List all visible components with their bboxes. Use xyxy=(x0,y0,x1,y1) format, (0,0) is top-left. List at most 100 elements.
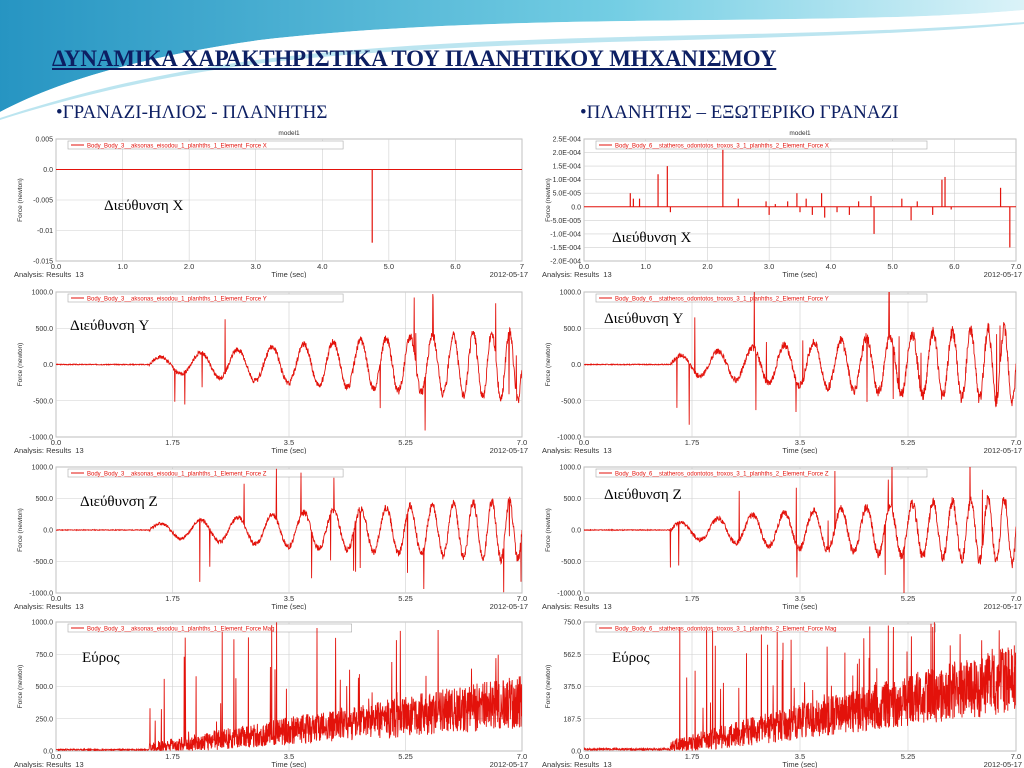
label-sun-planet-mag: Εύρος xyxy=(82,650,120,666)
label-planet-ring-y: Διεύθυνση Y xyxy=(604,311,684,327)
y-tick-label: 0.0 xyxy=(43,167,53,174)
series-trace xyxy=(584,622,1016,751)
x-tick-label: 5.25 xyxy=(901,438,916,447)
x-tick-label: 0.0 xyxy=(579,262,589,271)
label-sun-planet-x: Διεύθυνση X xyxy=(104,198,184,214)
chart-header: model1 xyxy=(278,130,300,137)
x-tick-label: 0.0 xyxy=(579,752,589,761)
legend-entry: Body_Body_6__statheros_odontotos_troxos_… xyxy=(615,144,829,150)
plot-sun-planet-force-x: model1 0.005 0.0 -0.005 -0.01 -0.015 0.0 1.0 2.0… xyxy=(12,128,530,278)
plot-sun-planet-force-mag: 1000.0 750.0 500.0 250.0 0.0 0.0 1.75 3.5 5.25 7.… xyxy=(12,611,530,768)
date-label: 2012-05-17 xyxy=(490,760,528,768)
label-sun-planet-y: Διεύθυνση Y xyxy=(70,318,150,334)
date-label: 2012-05-17 xyxy=(490,270,528,278)
plot-sun-planet-force-y: 1000.0 500.0 0.0 -500.0 -1000.0 0.0 1.75 3.5 5.2… xyxy=(12,281,530,454)
force-line xyxy=(584,467,1016,593)
y-tick-label: 0.0 xyxy=(43,528,53,535)
y-axis-label: Force (newton) xyxy=(17,508,24,552)
plot-sun-planet-force-z: 1000.0 500.0 0.0 -500.0 -1000.0 0.0 1.75 3.5 5.2… xyxy=(12,456,530,610)
legend-entry: Body_Body_3__aksonas_eisodou_1_planhths_… xyxy=(87,472,267,478)
x-axis-label: Time (sec) xyxy=(271,270,307,278)
y-tick-label: -0.015 xyxy=(33,259,53,266)
x-tick-label: 2.0 xyxy=(184,262,194,271)
y-tick-label: 750.0 xyxy=(563,620,581,627)
force-magnitude-line xyxy=(584,622,1016,751)
y-tick-label: 187.5 xyxy=(563,716,581,723)
x-tick-label: 3.5 xyxy=(284,752,294,761)
label-planet-ring-x: Διεύθυνση X xyxy=(612,230,692,246)
legend: Body_Body_3__aksonas_eisodou_1_planhths_… xyxy=(67,468,344,478)
y-tick-label: 2.0E-004 xyxy=(553,150,582,157)
y-tick-label: -1.0E-004 xyxy=(550,231,581,238)
legend: Body_Body_6__statheros_odontotos_troxos_… xyxy=(595,623,936,633)
legend: Body_Body_3__aksonas_eisodou_1_planhths_… xyxy=(67,140,344,150)
legend: Body_Body_3__aksonas_eisodou_1_planhths_… xyxy=(67,293,344,303)
x-tick-label: 7.0 xyxy=(1011,594,1021,603)
x-tick-label: 7 xyxy=(520,262,524,271)
x-axis-label: Time (sec) xyxy=(271,446,307,454)
x-tick-label: 1.75 xyxy=(685,438,700,447)
y-tick-label: -1000.0 xyxy=(29,435,53,442)
series-trace xyxy=(584,149,1016,248)
x-tick-label: 7.0 xyxy=(1011,438,1021,447)
x-tick-label: 3.0 xyxy=(250,262,260,271)
legend-entry: Body_Body_6__statheros_odontotos_troxos_… xyxy=(615,297,829,303)
legend-entry: Body_Body_3__aksonas_eisodou_1_planhths_… xyxy=(87,144,267,150)
analysis-label: Analysis: Results_13 xyxy=(542,270,612,278)
analysis-label: Analysis: Results_13 xyxy=(542,760,612,768)
y-tick-label: 250.0 xyxy=(35,716,53,723)
x-tick-label: 7.0 xyxy=(517,438,527,447)
plot-planet-ring-force-x: model1 2.5E-004 2.0E-004 1.5E-004 1.0E-004 5.… xyxy=(540,128,1024,278)
x-tick-label: 1.75 xyxy=(685,594,700,603)
date-label: 2012-05-17 xyxy=(984,760,1022,768)
x-tick-label: 3.5 xyxy=(795,752,805,761)
x-tick-label: 1.75 xyxy=(165,594,180,603)
label-sun-planet-z: Διεύθυνση Z xyxy=(80,494,158,510)
y-tick-label: 500.0 xyxy=(35,684,53,691)
y-tick-label: -1000.0 xyxy=(557,591,581,598)
y-tick-label: -500.0 xyxy=(561,559,581,566)
y-tick-label: -2.0E-004 xyxy=(550,259,581,266)
x-tick-label: 3.5 xyxy=(284,594,294,603)
y-tick-label: 0.0 xyxy=(43,362,53,369)
y-axis-label: Force (newton) xyxy=(545,665,552,709)
legend-entry: Body_Body_3__aksonas_eisodou_1_planhths_… xyxy=(87,627,274,633)
y-tick-label: 1.5E-004 xyxy=(553,164,582,171)
x-tick-label: 5.0 xyxy=(887,262,897,271)
y-axis-label: Force (newton) xyxy=(545,178,552,222)
y-tick-label: -500.0 xyxy=(33,559,53,566)
x-tick-label: 1.0 xyxy=(117,262,127,271)
plot-planet-ring-force-y: 1000.0 500.0 0.0 -500.0 -1000.0 0.0 1.75 3.5 5.2… xyxy=(540,281,1024,454)
y-tick-label: 1000.0 xyxy=(560,290,582,297)
force-magnitude-line xyxy=(56,622,522,751)
legend-entry: Body_Body_6__statheros_odontotos_troxos_… xyxy=(615,627,837,633)
y-tick-label: 1000.0 xyxy=(32,465,54,472)
legend: Body_Body_3__aksonas_eisodou_1_planhths_… xyxy=(67,623,353,633)
y-tick-label: 1.0E-004 xyxy=(553,177,582,184)
date-label: 2012-05-17 xyxy=(984,602,1022,610)
x-tick-label: 6.0 xyxy=(450,262,460,271)
x-tick-label: 1.75 xyxy=(165,752,180,761)
y-tick-label: 1000.0 xyxy=(560,465,582,472)
series-trace xyxy=(56,468,522,593)
series-trace xyxy=(56,169,522,243)
date-label: 2012-05-17 xyxy=(984,446,1022,454)
legend: Body_Body_6__statheros_odontotos_troxos_… xyxy=(595,468,928,478)
x-tick-label: 4.0 xyxy=(317,262,327,271)
slide-title: ΔΥΝΑΜΙΚΑ ΧΑΡΑΚΤΗΡΙΣΤΙΚΑ ΤΟΥ ΠΛΑΝΗΤΙΚΟΥ Μ… xyxy=(52,46,777,71)
left-column-heading: •ΓΡΑΝΑΖΙ-ΗΛΙΟΣ - ΠΛΑΝΗΤΗΣ xyxy=(56,102,328,123)
legend-entry: Body_Body_3__aksonas_eisodou_1_planhths_… xyxy=(87,297,267,303)
analysis-label: Analysis: Results_13 xyxy=(14,602,84,610)
series-trace xyxy=(56,294,522,431)
y-tick-label: 562.5 xyxy=(563,652,581,659)
analysis-label: Analysis: Results_13 xyxy=(14,270,84,278)
x-tick-label: 4.0 xyxy=(826,262,836,271)
date-label: 2012-05-17 xyxy=(490,602,528,610)
x-tick-label: 5.25 xyxy=(398,752,413,761)
x-tick-label: 7.0 xyxy=(1011,752,1021,761)
analysis-label: Analysis: Results_13 xyxy=(14,446,84,454)
y-axis-label: Force (newton) xyxy=(545,508,552,552)
y-tick-label: 500.0 xyxy=(35,496,53,503)
background-swoosh xyxy=(0,0,1024,120)
x-tick-label: 0.0 xyxy=(51,438,61,447)
